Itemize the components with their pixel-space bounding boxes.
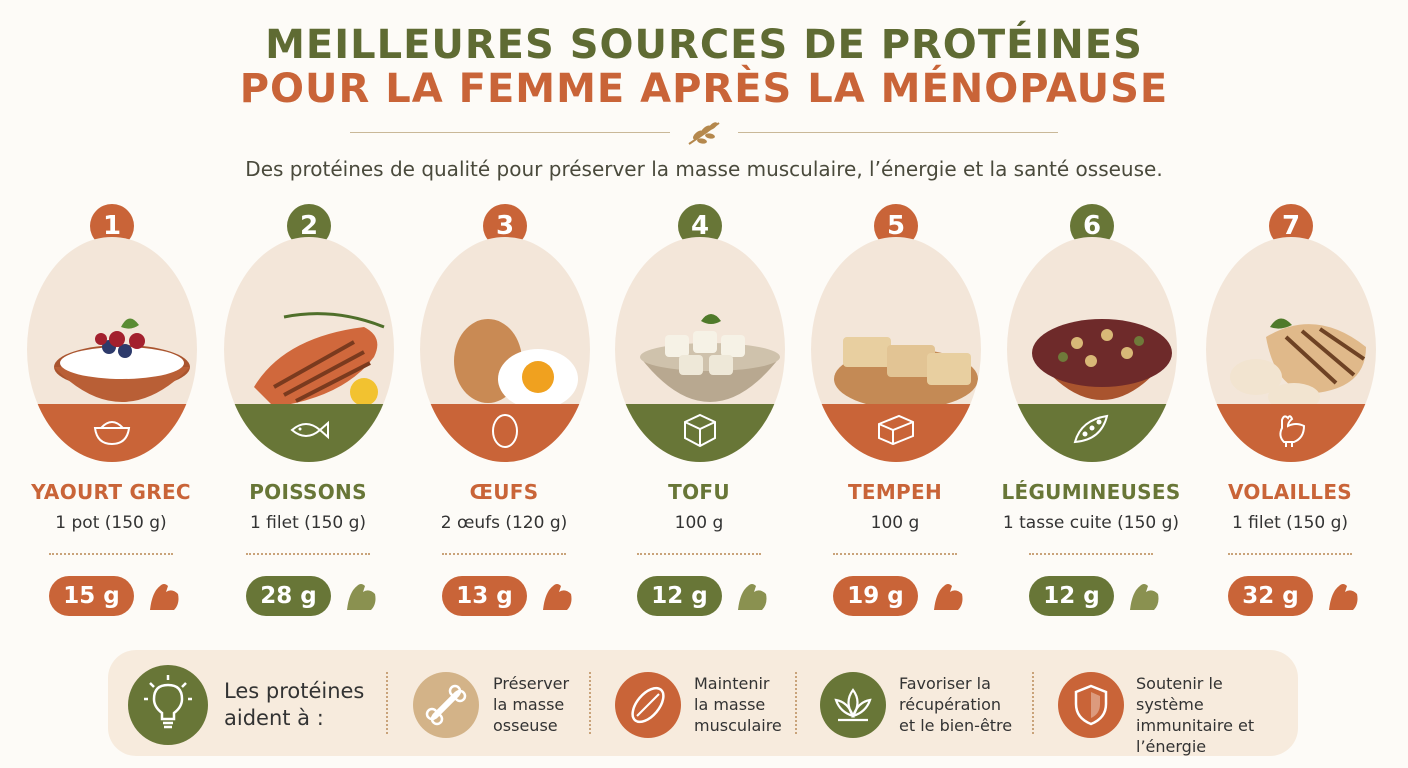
food-photo-frame — [27, 237, 197, 462]
divider-left — [350, 132, 670, 133]
icon-band — [224, 404, 394, 462]
food-portion: 1 filet (150 g) — [1231, 513, 1349, 533]
dotted-separator — [1228, 553, 1352, 555]
food-name: TOFU — [668, 480, 730, 504]
protein-amount: 12 g — [637, 576, 722, 616]
food-card-greek-yogurt: 1 YAOURT GREC 1 pot (150 g) 15 g — [13, 200, 209, 640]
dotted-separator — [442, 553, 566, 555]
benefits-lead: Les protéines aident à : — [224, 679, 365, 730]
egg-icon — [492, 414, 518, 448]
bowl-icon — [93, 421, 131, 446]
tofu-bowl-illustration — [640, 314, 780, 402]
protein-amount: 19 g — [833, 576, 918, 616]
eggs-illustration — [454, 319, 578, 409]
muscle-icon — [1329, 584, 1358, 610]
dotted-separator — [49, 553, 173, 555]
icon-band — [27, 404, 197, 462]
yogurt-bowl-illustration — [54, 318, 190, 402]
food-photo-frame — [1206, 237, 1376, 462]
muscle-icon — [347, 584, 376, 610]
muscle-icon — [615, 672, 681, 738]
food-photo-frame — [420, 237, 590, 462]
food-photo-frame — [615, 237, 785, 462]
leaf-icon — [688, 122, 720, 145]
food-name: YAOURT GREC — [31, 480, 191, 504]
icon-band — [811, 404, 981, 462]
dotted-separator — [637, 553, 761, 555]
food-name: TEMPEH — [847, 480, 943, 504]
icon-band — [1206, 404, 1376, 462]
muscle-icon — [543, 584, 572, 610]
dotted-separator — [833, 553, 957, 555]
food-name: LÉGUMINEUSES — [1001, 480, 1181, 504]
food-name: ŒUFS — [469, 480, 539, 504]
food-portion: 2 œufs (120 g) — [440, 513, 568, 533]
benefit-text: Maintenir la masse musculaire — [694, 674, 782, 735]
food-photo-frame — [1007, 237, 1177, 462]
food-card-poultry: 7 VOLAILLES 1 filet (150 g) 32 g — [1192, 200, 1388, 640]
dotted-separator — [386, 672, 388, 734]
dotted-separator — [1032, 672, 1034, 734]
food-card-fish: 2 POISSONS 1 filet (150 g) 28 g — [210, 200, 406, 640]
divider-right — [738, 132, 1058, 133]
food-name: VOLAILLES — [1227, 480, 1353, 504]
food-portion: 1 tasse cuite (150 g) — [1002, 513, 1180, 533]
protein-amount: 28 g — [246, 576, 331, 616]
page-title-line2: POUR LA FEMME APRÈS LA MÉNOPAUSE — [239, 66, 1169, 112]
protein-amount: 13 g — [442, 576, 527, 616]
food-portion: 1 pot (150 g) — [55, 513, 167, 533]
bone-icon — [413, 672, 479, 738]
food-card-legumes: 6 LÉGUMINEUSES 1 tasse cuite (150 g) 12 … — [993, 200, 1189, 640]
dotted-separator — [246, 553, 370, 555]
muscle-icon — [150, 584, 179, 610]
chicken-icon — [1279, 415, 1306, 447]
dotted-separator — [589, 672, 591, 734]
tempeh-illustration — [834, 337, 978, 409]
lightbulb-icon — [128, 665, 208, 745]
fish-icon — [290, 420, 329, 440]
icon-band — [420, 404, 590, 462]
benefit-text: Favoriser la récupération et le bien-êtr… — [899, 674, 1013, 735]
tempeh-block-icon — [878, 414, 914, 446]
salmon-illustration — [254, 312, 385, 407]
food-card-tofu: 4 TOFU 100 g 12 g — [601, 200, 797, 640]
food-card-tempeh: 5 TEMPEH 100 g 19 g — [797, 200, 993, 640]
page-title-line1: MEILLEURES SOURCES DE PROTÉINES — [265, 22, 1143, 68]
protein-amount: 32 g — [1228, 576, 1313, 616]
food-photo-frame — [811, 237, 981, 462]
food-portion: 1 filet (150 g) — [249, 513, 367, 533]
dotted-separator — [795, 672, 797, 734]
pea-pod-icon — [1073, 414, 1109, 444]
dotted-separator — [1029, 553, 1153, 555]
muscle-icon — [1130, 584, 1159, 610]
food-name: POISSONS — [249, 480, 367, 504]
page-subtitle: Des protéines de qualité pour préserver … — [245, 157, 1163, 181]
icon-band — [1007, 404, 1177, 462]
benefit-text: Préserver la masse osseuse — [493, 674, 570, 735]
food-portion: 100 g — [674, 513, 724, 533]
muscle-icon — [738, 584, 767, 610]
benefit-text: Soutenir le système immunitaire et l’éne… — [1136, 674, 1255, 756]
muscle-icon — [934, 584, 963, 610]
protein-amount: 15 g — [49, 576, 134, 616]
food-portion: 100 g — [870, 513, 920, 533]
chicken-breast-illustration — [1230, 318, 1366, 411]
protein-amount: 12 g — [1029, 576, 1114, 616]
shield-icon — [1058, 672, 1124, 738]
tofu-cube-icon — [684, 413, 716, 448]
legumes-bowl-illustration — [1032, 319, 1172, 400]
lotus-icon — [820, 672, 886, 738]
food-card-eggs: 3 ŒUFS 2 œufs (120 g) 13 g — [406, 200, 602, 640]
